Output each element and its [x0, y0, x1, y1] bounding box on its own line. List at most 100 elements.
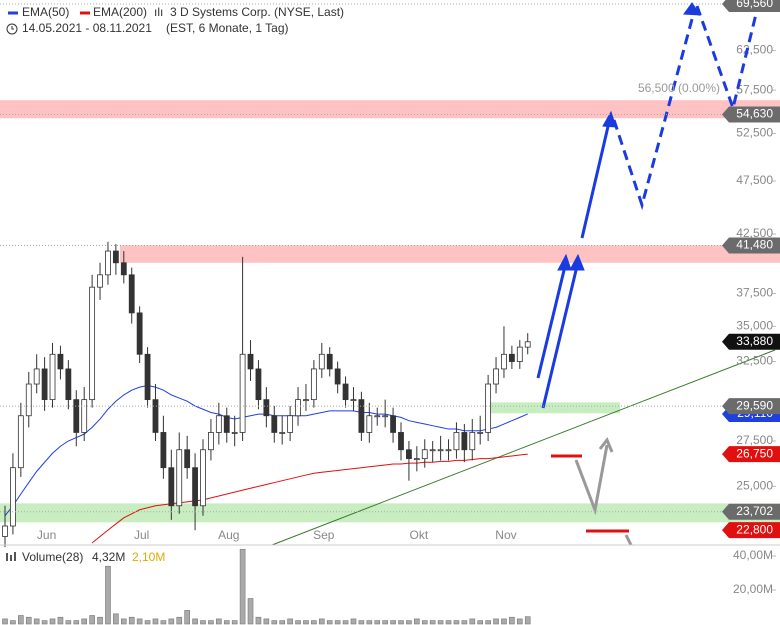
- candle-body: [358, 399, 365, 433]
- price-box: [722, 0, 780, 12]
- candle-body: [342, 383, 349, 401]
- projection: [536, 2, 759, 409]
- candle-body: [223, 415, 230, 433]
- candle-body: [81, 399, 88, 433]
- candle-body: [366, 415, 373, 433]
- candle-body: [485, 383, 492, 433]
- candle-body: [382, 415, 389, 418]
- price-box: [722, 446, 780, 463]
- volume-bar: [374, 620, 381, 625]
- candle-body: [192, 467, 198, 507]
- candle-body: [413, 458, 420, 461]
- candle-body: [17, 415, 24, 469]
- price-label: 26,750: [736, 446, 773, 460]
- volume-bar: [41, 620, 48, 625]
- trend-line: [271, 349, 776, 546]
- candle-body: [57, 353, 64, 370]
- volume-bar: [168, 618, 175, 625]
- candle-body: [144, 353, 151, 401]
- candle-body: [398, 432, 404, 451]
- volume-bar: [25, 616, 32, 625]
- volume-bar: [105, 565, 111, 625]
- candle-body: [493, 368, 499, 385]
- scenario: [551, 437, 633, 546]
- volume-bar: [231, 620, 238, 625]
- volume-bar: [73, 620, 80, 625]
- candle-body: [501, 353, 507, 370]
- zone: [0, 503, 780, 523]
- x-tick-label: Jun: [37, 528, 56, 542]
- price-box: [722, 106, 780, 123]
- legend-entry: EMA(200): [93, 5, 147, 19]
- dashed-path: [695, 5, 759, 114]
- volume-bar: [445, 620, 452, 625]
- candle-body: [105, 250, 111, 276]
- candle-body: [184, 449, 191, 469]
- candle-body: [469, 432, 476, 451]
- clock-icon: [6, 23, 18, 35]
- x-tick-label: Jul: [134, 528, 149, 542]
- volume-bar: [113, 613, 119, 625]
- candle-body: [25, 383, 32, 417]
- y-tick-label: 62,500: [736, 43, 773, 57]
- volume-bar: [89, 615, 95, 625]
- candle-body: [239, 353, 246, 433]
- candle-body: [208, 432, 214, 451]
- volume-bar: [121, 618, 127, 625]
- volume-bar: [144, 620, 151, 625]
- y-tick-label: 25,000: [736, 479, 773, 493]
- price-box: [722, 522, 780, 539]
- volume-bar: [81, 618, 87, 625]
- arrow: [541, 261, 580, 409]
- candle-body: [390, 415, 396, 433]
- candle-body: [200, 449, 206, 507]
- price-label: 69,560: [736, 0, 773, 10]
- volume-bar: [390, 620, 396, 625]
- y-tick-label: 57,500: [736, 82, 773, 96]
- volume-bar: [437, 620, 444, 625]
- candle-body: [136, 312, 143, 355]
- price-box: [722, 503, 780, 520]
- volume-bar: [10, 620, 16, 625]
- volume-bar: [33, 618, 40, 625]
- volume-bar: [461, 620, 468, 625]
- volume-bar: [342, 620, 349, 625]
- volume-bar: [97, 616, 103, 625]
- volume-bar: [216, 618, 222, 625]
- volume-bar: [414, 618, 420, 625]
- volume-bar: [469, 618, 476, 625]
- candle-body: [516, 346, 523, 362]
- price-label: 33,880: [736, 334, 773, 348]
- header: EMA(50) EMA(200) ılı 3 D Systems Corp. (…: [6, 5, 344, 35]
- icon: [10, 555, 12, 561]
- y-tick-label: 37,500: [736, 286, 773, 300]
- candle-body: [453, 432, 460, 451]
- candle-body: [97, 274, 103, 288]
- volume-bar: [200, 620, 206, 625]
- y-tick-label: 52,500: [736, 126, 773, 140]
- volume-bar: [65, 620, 72, 625]
- volume-last: 4,32M: [92, 550, 125, 564]
- volume-bar: [477, 620, 484, 625]
- volume-bar: [247, 598, 254, 625]
- gray-arrow: [624, 534, 633, 546]
- x-tick-label: Sep: [313, 528, 335, 542]
- candle-body: [73, 399, 80, 433]
- volume-bar: [366, 620, 373, 625]
- timezone-note: (EST, 6 Monate, 1 Tag): [166, 21, 289, 35]
- candle-body: [247, 353, 254, 370]
- volume-header: Volume(28) 4,32M 2,10M: [6, 550, 165, 564]
- candle-body: [160, 432, 167, 469]
- gray-arrow: [574, 437, 614, 516]
- candle-body: [176, 449, 183, 507]
- candle-body: [477, 432, 484, 434]
- volume-bar: [493, 618, 499, 625]
- volume-bar: [453, 620, 460, 625]
- volume-bar: [429, 620, 436, 625]
- volume-bar: [49, 618, 56, 625]
- candle-body: [263, 399, 270, 417]
- candle-body: [508, 353, 515, 362]
- candle-body: [279, 432, 286, 434]
- candle-body: [33, 368, 40, 385]
- volume-bar: [524, 616, 531, 625]
